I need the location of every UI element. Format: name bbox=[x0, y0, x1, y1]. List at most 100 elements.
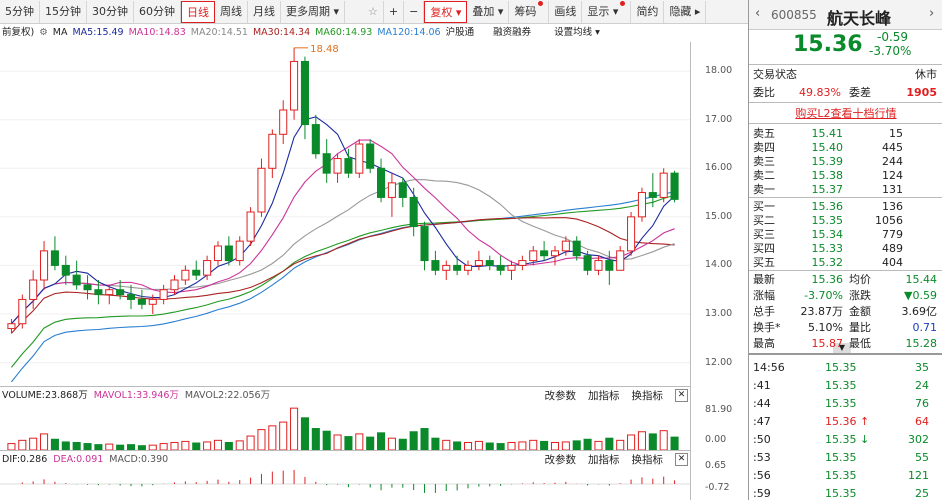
zoom-out-button[interactable]: − bbox=[404, 0, 425, 23]
bid-row-cell: 买五 bbox=[753, 256, 775, 269]
volume-bar bbox=[72, 441, 81, 450]
stat-row: 涨幅 -3.70% 涨跌 ▼0.59 bbox=[749, 288, 942, 303]
adjust-dropdown[interactable]: 复权 ▾ bbox=[424, 0, 468, 23]
chips-button[interactable]: 筹码 bbox=[509, 0, 550, 23]
volume-bar bbox=[377, 432, 386, 450]
ma20-line bbox=[10, 179, 675, 325]
candle-body bbox=[431, 260, 440, 271]
volume-bar bbox=[29, 437, 38, 450]
vol-add-indicator-button[interactable]: 加指标 bbox=[588, 390, 620, 402]
macd-tick-label: -0.72 bbox=[705, 482, 730, 493]
vol-close-icon[interactable]: ✕ bbox=[675, 389, 688, 402]
stat-row-cell: 涨跌 bbox=[849, 289, 871, 302]
stat-row-cell: 最高 bbox=[753, 337, 775, 350]
y-tick-label: 18.00 bbox=[705, 65, 733, 77]
ask-row-cell: 卖二 bbox=[753, 169, 775, 182]
tab-daily[interactable]: 日线 bbox=[181, 0, 215, 23]
prev-stock-icon[interactable]: ‹ bbox=[755, 6, 761, 21]
zoom-in-button[interactable]: + bbox=[384, 0, 405, 23]
ratio-label: 委比 bbox=[753, 86, 775, 99]
candle-body bbox=[355, 143, 364, 174]
volume-bar bbox=[105, 443, 114, 450]
macd-params-button[interactable]: 改参数 bbox=[544, 454, 577, 466]
mavol1-value: MAVOL1:33.946万 bbox=[93, 390, 179, 401]
stat-row-cell: 0.71 bbox=[912, 321, 938, 334]
draw-line-button[interactable]: 画线 bbox=[549, 0, 583, 23]
ratio-value: 49.83% bbox=[799, 86, 841, 99]
ask-row-cell: 131 bbox=[882, 183, 903, 196]
ask-row: 卖五 15.41 15 bbox=[749, 126, 942, 141]
volume-bar bbox=[529, 439, 538, 450]
tick-row-cell: :53 bbox=[753, 451, 771, 464]
candle-body bbox=[670, 172, 679, 200]
stat-row: 总手 23.87万 金额 3.69亿 bbox=[749, 304, 942, 319]
scroll-down-icon[interactable]: ▼ bbox=[833, 343, 851, 353]
stat-row-cell: 15.36 bbox=[811, 273, 844, 286]
ma120-line bbox=[10, 191, 675, 382]
candle-body bbox=[290, 60, 299, 111]
macd-add-indicator-button[interactable]: 加指标 bbox=[588, 454, 620, 466]
volume-bar bbox=[594, 440, 603, 450]
hugutong-link[interactable]: 沪股通 bbox=[445, 27, 475, 38]
ask-row-cell: 15.39 bbox=[811, 155, 844, 168]
macd-chart[interactable] bbox=[0, 468, 690, 500]
vol-params-button[interactable]: 改参数 bbox=[544, 390, 577, 402]
tick-row-cell: 14:56 bbox=[753, 361, 785, 374]
ask-row: 卖四 15.40 445 bbox=[749, 140, 942, 155]
tab-30min[interactable]: 30分钟 bbox=[87, 0, 134, 23]
tick-row-cell: 15.36 ↑ bbox=[825, 415, 870, 428]
candle-body bbox=[203, 260, 212, 276]
macd-switch-indicator-button[interactable]: 换指标 bbox=[631, 454, 664, 466]
candle-body bbox=[420, 226, 429, 262]
bid-row-cell: 15.35 bbox=[811, 214, 844, 227]
candle-body bbox=[94, 289, 103, 296]
tab-60min[interactable]: 60分钟 bbox=[134, 0, 181, 23]
tab-5min[interactable]: 5分钟 bbox=[0, 0, 40, 23]
candle-body bbox=[268, 133, 277, 169]
volume-bar bbox=[572, 440, 581, 450]
stock-name: 航天长峰 bbox=[827, 9, 892, 28]
macd-close-icon[interactable]: ✕ bbox=[675, 453, 688, 466]
bid-row-cell: 136 bbox=[882, 200, 903, 213]
ma-settings-dropdown[interactable]: 设置均线 ▾ bbox=[554, 27, 600, 38]
vol-switch-indicator-button[interactable]: 换指标 bbox=[631, 390, 664, 402]
candle-body bbox=[377, 167, 386, 198]
favorite-star-icon[interactable]: ☆ bbox=[363, 0, 384, 23]
tab-15min[interactable]: 15分钟 bbox=[40, 0, 87, 23]
next-stock-icon[interactable]: › bbox=[929, 6, 935, 21]
candlestick-chart[interactable]: 18.48 bbox=[0, 42, 690, 382]
rongzi-link[interactable]: 融资融券 bbox=[493, 27, 532, 38]
candle-body bbox=[61, 264, 70, 276]
macd-tick-label: 0.65 bbox=[705, 460, 727, 471]
settings-gear-icon[interactable]: ⚙ bbox=[39, 27, 48, 38]
bid-row-cell: 15.32 bbox=[811, 256, 844, 269]
stat-row-cell: 量比 bbox=[849, 321, 871, 334]
tick-row-cell: 15.35 bbox=[825, 487, 857, 500]
l2-link[interactable]: 购买L2查看十档行情 bbox=[795, 107, 897, 120]
more-periods-dropdown[interactable]: 更多周期 ▾ bbox=[281, 0, 346, 23]
overlay-dropdown[interactable]: 叠加 ▾ bbox=[467, 0, 510, 23]
ask-row-cell: 卖四 bbox=[753, 141, 775, 154]
candle-body bbox=[463, 264, 473, 271]
tab-weekly[interactable]: 周线 bbox=[215, 0, 248, 23]
volume-tick-label: 0.00 bbox=[705, 434, 727, 445]
candle-body bbox=[507, 264, 516, 271]
simple-button[interactable]: 简约 bbox=[631, 0, 665, 23]
tab-monthly[interactable]: 月线 bbox=[248, 0, 281, 23]
ma-label: MA bbox=[52, 27, 68, 38]
tick-row-cell: 302 bbox=[908, 433, 929, 446]
ask-row-cell: 244 bbox=[882, 155, 903, 168]
candle-body bbox=[72, 274, 81, 286]
tick-row-cell: :56 bbox=[753, 469, 771, 482]
display-dropdown[interactable]: 显示 ▾ bbox=[582, 0, 632, 23]
bid-row-cell: 1056 bbox=[875, 214, 903, 227]
hide-button[interactable]: 隐藏 ▸ bbox=[664, 0, 707, 23]
candle-body bbox=[29, 279, 38, 300]
candle-body bbox=[550, 250, 560, 257]
candle-body bbox=[583, 255, 592, 271]
ma60-value: MA60:14.93 bbox=[315, 27, 373, 38]
ask-row-cell: 15.41 bbox=[811, 127, 844, 140]
volume-value: VOLUME:23.868万 bbox=[2, 390, 88, 401]
volume-chart[interactable] bbox=[0, 404, 690, 450]
candle-body bbox=[616, 250, 625, 271]
